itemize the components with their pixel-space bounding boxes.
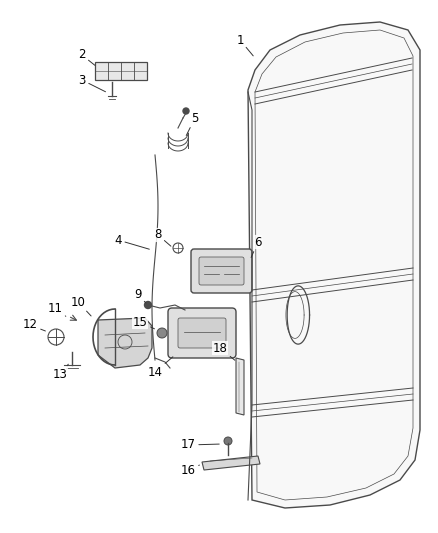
- Text: 15: 15: [133, 316, 155, 329]
- Polygon shape: [236, 358, 244, 415]
- Text: 17: 17: [180, 439, 219, 451]
- Text: 10: 10: [71, 295, 91, 316]
- Polygon shape: [98, 318, 152, 368]
- Polygon shape: [202, 456, 260, 470]
- FancyBboxPatch shape: [178, 318, 226, 348]
- Circle shape: [157, 328, 167, 338]
- FancyBboxPatch shape: [168, 308, 236, 358]
- Text: 4: 4: [114, 233, 149, 249]
- FancyBboxPatch shape: [95, 62, 147, 80]
- Circle shape: [224, 437, 232, 445]
- Circle shape: [145, 302, 152, 309]
- FancyBboxPatch shape: [199, 257, 244, 285]
- Text: 6: 6: [251, 236, 262, 257]
- FancyBboxPatch shape: [191, 249, 252, 293]
- Text: 16: 16: [180, 464, 199, 477]
- Text: 3: 3: [78, 74, 106, 92]
- Text: 14: 14: [148, 357, 173, 378]
- Text: 18: 18: [212, 342, 235, 360]
- Circle shape: [183, 108, 189, 114]
- Text: 8: 8: [154, 229, 171, 246]
- Text: 12: 12: [22, 319, 46, 332]
- Text: 13: 13: [53, 364, 68, 382]
- Text: 5: 5: [186, 111, 199, 135]
- Text: 9: 9: [134, 288, 146, 303]
- Text: 11: 11: [47, 302, 66, 316]
- Text: 2: 2: [78, 49, 95, 65]
- Text: 1: 1: [236, 34, 253, 56]
- Polygon shape: [248, 22, 420, 508]
